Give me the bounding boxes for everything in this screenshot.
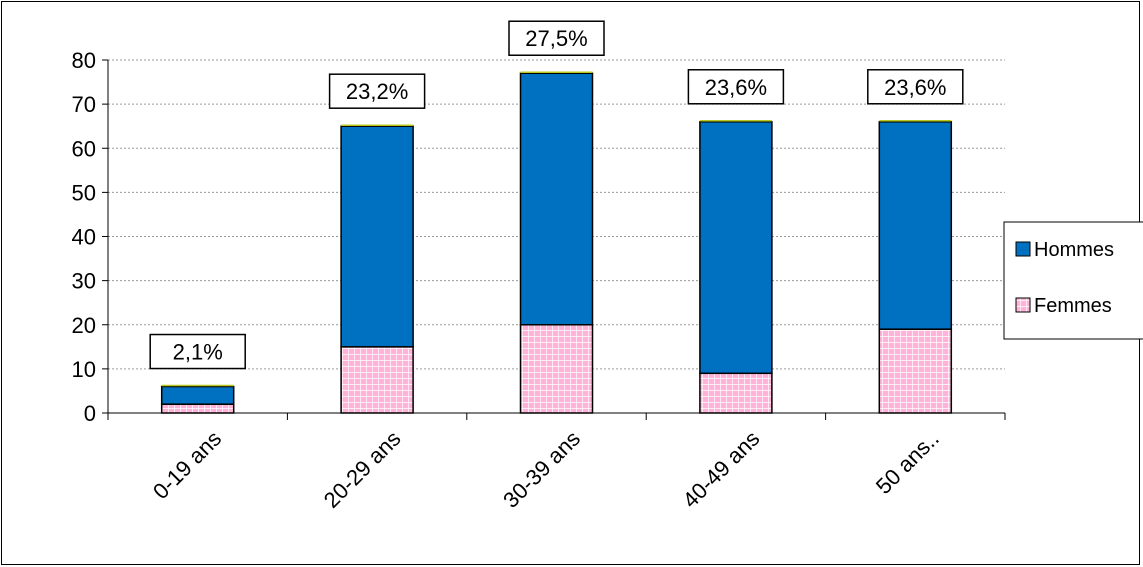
bar-femmes-2	[519, 324, 594, 414]
data-label-box-0	[149, 333, 246, 370]
data-label-4: 23,6%	[884, 75, 946, 100]
y-tick-label-30: 30	[72, 269, 96, 294]
bar-hommes-1	[340, 125, 414, 348]
bar-femmes-3	[699, 372, 773, 414]
legend-swatch-hommes	[1015, 241, 1031, 257]
legend-swatch-femmes	[1015, 297, 1031, 313]
data-label-1: 23,2%	[346, 79, 408, 104]
data-labels: 2,1% 23,2% 27,5% 23,6% 23,6%	[149, 20, 964, 370]
data-label-2: 27,5%	[525, 26, 587, 51]
data-label-box-2	[508, 20, 605, 56]
x-tick-label-2: 30-39 ans	[498, 426, 585, 513]
x-tick-label-3: 40-49 ans	[678, 426, 765, 513]
y-tick-label-40: 40	[72, 225, 96, 250]
y-tick-label-0: 0	[84, 401, 96, 426]
bar-femmes-4	[878, 328, 953, 414]
x-tick-label-1: 20-29 ans	[319, 426, 406, 513]
bar-hommes-0	[160, 385, 235, 405]
x-tick-label-0: 0-19 ans	[148, 426, 226, 504]
data-label-0: 2,1%	[173, 340, 223, 365]
legend-label-hommes: Hommes	[1034, 239, 1114, 261]
data-label-3: 23,6%	[705, 75, 767, 100]
legend: Hommes Femmes	[1003, 221, 1143, 340]
data-label-box-4	[867, 69, 964, 105]
bar-hommes-4	[878, 121, 953, 330]
data-label-box-3	[687, 69, 785, 105]
y-tick-label-60: 60	[72, 136, 96, 161]
bar-femmes-0	[160, 403, 235, 414]
data-label-box-1	[328, 73, 426, 109]
y-tick-label-70: 70	[72, 92, 96, 117]
y-tick-label-20: 20	[72, 313, 96, 338]
bar-hommes-2	[519, 72, 594, 326]
bar-femmes-1	[340, 346, 414, 414]
bars	[160, 71, 953, 414]
y-tick-label-10: 10	[72, 357, 96, 382]
x-tick-label-4: 50 ans..	[871, 426, 944, 499]
y-tick-label-80: 80	[72, 48, 96, 73]
legend-label-femmes: Femmes	[1034, 295, 1112, 317]
bar-hommes-3	[699, 121, 773, 375]
y-tick-label-50: 50	[72, 180, 96, 205]
